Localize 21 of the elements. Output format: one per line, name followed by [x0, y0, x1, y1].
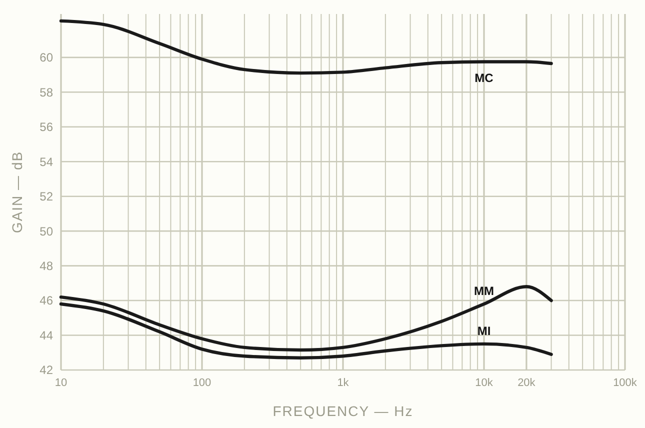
y-tick-label: 54 [40, 154, 54, 169]
y-tick-label: 56 [40, 120, 54, 134]
x-tick-label: 100k [613, 377, 638, 389]
y-tick-label: 44 [40, 328, 54, 342]
x-tick-label: 10k [475, 377, 494, 389]
y-tick-label: 50 [40, 224, 54, 238]
y-axis-title: GAIN — dB [9, 150, 25, 234]
y-tick-label: 46 [40, 294, 54, 308]
y-tick-label: 42 [40, 363, 54, 378]
y-tick-label: 52 [40, 190, 54, 204]
x-tick-label: 100 [192, 377, 212, 389]
series-label: MI [477, 324, 491, 338]
y-tick-label: 58 [40, 85, 54, 100]
x-axis-title: FREQUENCY — Hz [272, 403, 414, 419]
x-tick-label: 1k [337, 377, 350, 389]
series-label: MM [474, 284, 494, 298]
x-tick-label: 10 [54, 377, 68, 389]
y-tick-label: 48 [40, 259, 54, 274]
series-label: MC [474, 70, 494, 85]
x-tick-label: 20k [518, 377, 536, 389]
y-tick-label: 60 [40, 50, 54, 65]
